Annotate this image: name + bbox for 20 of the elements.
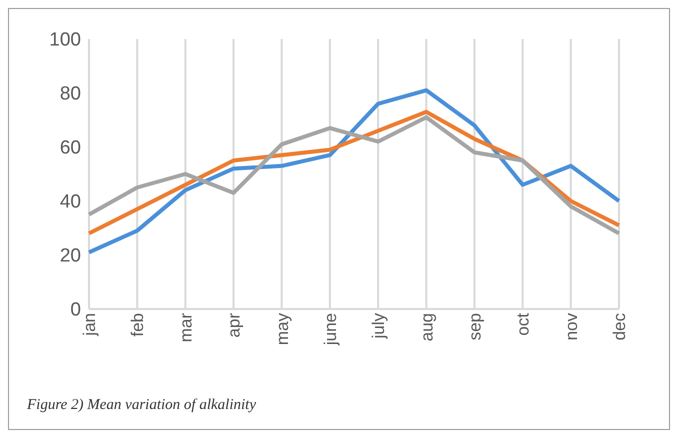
caption: Figure 2) Mean variation of alkalinity bbox=[27, 397, 256, 414]
x-tick-label: jan bbox=[80, 313, 100, 337]
line-series bbox=[87, 88, 621, 254]
x-tick-label: feb bbox=[128, 313, 148, 337]
y-tick-label: 40 bbox=[60, 192, 81, 213]
x-tick-label: oct bbox=[514, 312, 533, 336]
x-tick-label: june bbox=[320, 313, 340, 346]
x-tick-label: aug bbox=[417, 313, 436, 342]
x-tick-label: nov bbox=[562, 312, 581, 340]
y-tick-label: 80 bbox=[60, 84, 81, 105]
y-tick-label: 0 bbox=[70, 300, 81, 321]
y-tick-label: 20 bbox=[60, 246, 81, 267]
x-tick-label: sep bbox=[466, 313, 485, 340]
x-tick-label: apr bbox=[224, 312, 244, 338]
x-tick-label: mar bbox=[176, 312, 196, 342]
x-tick-label: dec bbox=[610, 312, 630, 340]
x-tick-label: may bbox=[272, 312, 292, 346]
y-tick-label: 60 bbox=[60, 138, 81, 159]
y-tick-label: 100 bbox=[49, 30, 81, 51]
x-tick-label: july bbox=[369, 312, 388, 340]
